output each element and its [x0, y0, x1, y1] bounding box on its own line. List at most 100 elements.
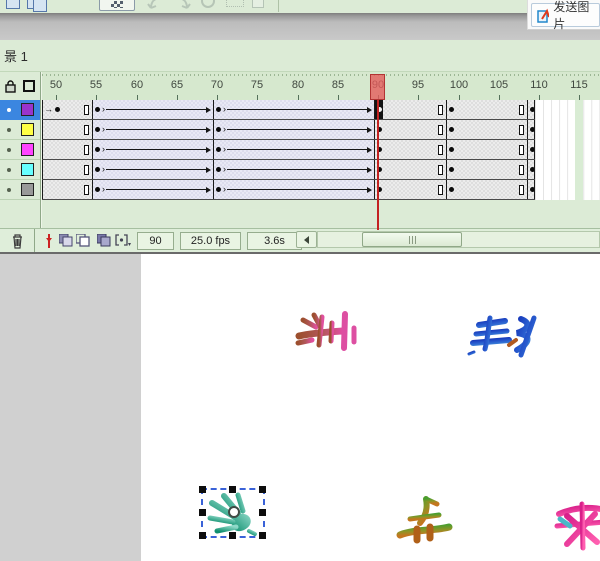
redo-icon[interactable] [174, 0, 192, 12]
empty-frames-area[interactable] [535, 100, 600, 200]
keyframe-dot[interactable] [377, 187, 382, 192]
lock-icon[interactable] [5, 79, 16, 93]
frame-span[interactable] [446, 180, 527, 199]
layer-row-4[interactable] [0, 160, 40, 180]
keyframe-dot[interactable] [377, 147, 382, 152]
layer-row-3[interactable] [0, 140, 40, 160]
layer-color-swatch[interactable] [21, 183, 34, 196]
layer-color-swatch[interactable] [21, 123, 34, 136]
keyframe-dot[interactable] [530, 127, 534, 132]
timeline-row-4[interactable]: › › [42, 160, 536, 180]
keyframe-dot[interactable] [449, 187, 454, 192]
keyframe-dot[interactable] [449, 167, 454, 172]
frame-span[interactable] [42, 160, 92, 179]
frame-span[interactable] [42, 120, 92, 139]
keyframe-dot[interactable] [216, 107, 221, 112]
send-image-button[interactable]: 发送图片 [531, 0, 600, 31]
artwork-glyph-brown-pink[interactable] [292, 305, 362, 357]
frame-span[interactable]: › [213, 180, 374, 199]
frame-span[interactable] [374, 160, 446, 179]
snap-grid-button[interactable] [99, 0, 135, 11]
keyframe-dot[interactable] [216, 127, 221, 132]
keyframe-dot[interactable] [55, 107, 60, 112]
onion-skin-button[interactable] [57, 232, 74, 250]
marquee-icon[interactable] [226, 0, 244, 7]
current-frame-cell[interactable] [375, 100, 383, 119]
keyframe-dot[interactable] [216, 187, 221, 192]
artwork-glyph-blue[interactable] [463, 310, 545, 364]
frames-grid[interactable]: → › › › › › › › › › › [42, 100, 600, 200]
modify-markers-button[interactable] [113, 232, 133, 250]
layer-lock-dot[interactable] [7, 147, 11, 152]
onion-skin-outline-button[interactable] [74, 232, 91, 250]
frame-span[interactable] [446, 120, 527, 139]
artwork-glyph-green-orange[interactable] [391, 492, 455, 550]
selection-handle[interactable] [199, 509, 206, 516]
selection-handle[interactable] [259, 509, 266, 516]
timeline-row-1[interactable]: → › › [42, 100, 536, 120]
keyframe-dot[interactable] [95, 127, 100, 132]
frame-span[interactable] [374, 120, 446, 139]
edit-multiple-frames-button[interactable] [94, 232, 113, 250]
frame-span[interactable]: › [213, 140, 374, 159]
layer-lock-dot[interactable] [7, 167, 11, 172]
frame-span[interactable] [527, 140, 535, 159]
frame-span[interactable]: › [213, 120, 374, 139]
selection-handle[interactable] [259, 486, 266, 493]
scroll-left-button[interactable] [296, 231, 317, 248]
keyframe-dot[interactable] [530, 107, 534, 112]
panel-icon[interactable] [6, 0, 20, 9]
frame-span[interactable] [527, 160, 535, 179]
layer-lock-dot[interactable] [7, 127, 11, 132]
playhead[interactable] [370, 74, 385, 100]
artwork-glyph-magenta[interactable] [551, 496, 600, 554]
keyframe-dot[interactable] [530, 167, 534, 172]
delete-layer-button[interactable] [0, 232, 34, 250]
keyframe-dot[interactable] [216, 147, 221, 152]
layer-row-1[interactable] [0, 100, 40, 120]
selection-handle[interactable] [229, 486, 236, 493]
layers-frames-divider[interactable] [40, 72, 42, 252]
selection-handle[interactable] [199, 486, 206, 493]
frame-span[interactable] [374, 140, 446, 159]
layer-row-5[interactable] [0, 180, 40, 200]
layer-color-swatch[interactable] [21, 143, 34, 156]
keyframe-dot[interactable] [95, 167, 100, 172]
layer-color-swatch[interactable] [21, 103, 34, 116]
frame-span[interactable]: › [213, 100, 374, 119]
keyframe-dot[interactable] [449, 147, 454, 152]
layer-color-swatch[interactable] [21, 163, 34, 176]
keyframe-dot[interactable] [449, 107, 454, 112]
keyframe-dot[interactable] [95, 147, 100, 152]
timeline-row-3[interactable]: › › [42, 140, 536, 160]
frame-span[interactable] [374, 180, 446, 199]
keyframe-dot[interactable] [449, 127, 454, 132]
frame-span[interactable]: › [213, 160, 374, 179]
keyframe-dot[interactable] [530, 147, 534, 152]
frame-rate-field[interactable]: 25.0 fps [180, 231, 241, 250]
layer-lock-dot[interactable] [7, 187, 11, 192]
selection-bounding-box[interactable] [199, 486, 266, 539]
scrollbar-track[interactable] [317, 231, 600, 248]
scrollbar-thumb[interactable] [362, 232, 462, 247]
frame-ruler[interactable]: 50556065707580859095100105110115 [42, 72, 600, 100]
frame-span[interactable] [374, 100, 446, 119]
layer-row-2[interactable] [0, 120, 40, 140]
frame-span[interactable]: › [92, 120, 213, 139]
frame-span[interactable]: → [42, 100, 92, 119]
keyframe-dot[interactable] [95, 107, 100, 112]
current-frame-field[interactable]: 90 [137, 231, 174, 250]
center-frame-button[interactable] [41, 232, 57, 250]
timeline-row-2[interactable]: › › [42, 120, 536, 140]
frame-span[interactable]: › [92, 140, 213, 159]
frame-span[interactable] [446, 100, 527, 119]
timeline-row-5[interactable]: › › [42, 180, 536, 200]
frame-span[interactable] [527, 180, 535, 199]
selection-handle[interactable] [229, 532, 236, 539]
layer-lock-dot[interactable] [7, 107, 11, 112]
loop-icon[interactable] [201, 0, 215, 8]
clipboard-icon[interactable] [252, 0, 264, 8]
selection-handle[interactable] [199, 532, 206, 539]
outline-square-icon[interactable] [23, 80, 35, 92]
frame-span[interactable] [527, 120, 535, 139]
